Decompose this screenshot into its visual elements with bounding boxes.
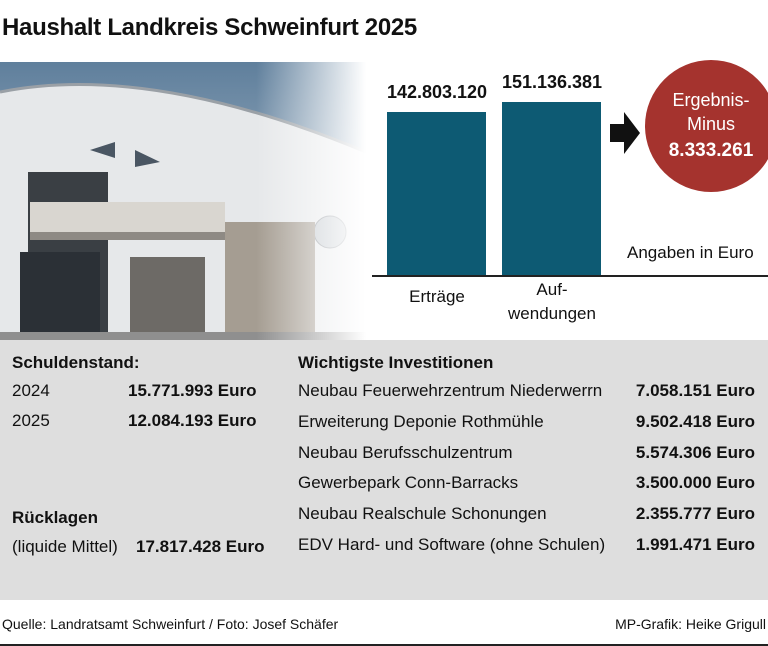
investment-name: Neubau Feuerwehrzentrum Niederwerrn bbox=[298, 381, 603, 400]
investment-name: Erweiterung Deponie Rothmühle bbox=[298, 411, 544, 431]
baseline bbox=[372, 275, 768, 277]
arrow bbox=[610, 112, 640, 154]
investments-title: Wichtigste Investitionen bbox=[298, 353, 494, 372]
debt-title: Schuldenstand: bbox=[12, 353, 140, 372]
bar bbox=[502, 102, 601, 275]
credit: MP-Grafik: Heike Grigull bbox=[615, 616, 766, 632]
debt-value: 15.771.993 Euro bbox=[128, 381, 257, 400]
result-value: 8.333.261 bbox=[668, 140, 754, 161]
bar bbox=[387, 111, 486, 275]
reserves-value: 17.817.428 Euro bbox=[136, 537, 265, 556]
investment-value: 5.574.306 Euro bbox=[635, 442, 755, 462]
source: Quelle: Landratsamt Schweinfurt / Foto: … bbox=[2, 616, 339, 632]
investment-value: 7.058.151 Euro bbox=[635, 381, 755, 400]
investment-value: 2.355.777 Euro bbox=[635, 504, 755, 524]
investment-value: 3.500.000 Euro bbox=[635, 473, 755, 493]
investment-value: 9.502.418 Euro bbox=[635, 411, 755, 431]
investment-name: EDV Hard- und Software (ohne Schulen) bbox=[298, 535, 606, 554]
category-label: Auf- wendungen bbox=[508, 280, 596, 323]
investment-name: Neubau Realschule Schonungen bbox=[298, 504, 547, 524]
info-panel bbox=[0, 340, 768, 600]
value-label: 142.803.120 bbox=[386, 81, 488, 102]
unit-note: Angaben in Euro bbox=[627, 243, 754, 262]
investment-name: Gewerbepark Conn-Barracks bbox=[298, 473, 519, 493]
result-circle bbox=[645, 60, 768, 192]
photo bbox=[0, 62, 366, 340]
reserves-label: (liquide Mittel) bbox=[12, 537, 118, 556]
value-label: 151.136.381 bbox=[501, 72, 603, 92]
category-label: Erträge bbox=[409, 287, 465, 306]
debt-year: 2025 bbox=[12, 411, 50, 430]
investment-value: 1.991.471 Euro bbox=[635, 535, 755, 554]
reserves-title: Rücklagen bbox=[12, 508, 98, 527]
result-label: Ergebnis- Minus bbox=[672, 90, 750, 134]
debt-value: 12.084.193 Euro bbox=[128, 411, 257, 430]
bottom-rule bbox=[0, 644, 768, 646]
investment-name: Neubau Berufsschulzentrum bbox=[298, 442, 513, 462]
debt-year: 2024 bbox=[12, 381, 50, 400]
title: Haushalt Landkreis Schweinfurt 2025 bbox=[2, 14, 417, 41]
